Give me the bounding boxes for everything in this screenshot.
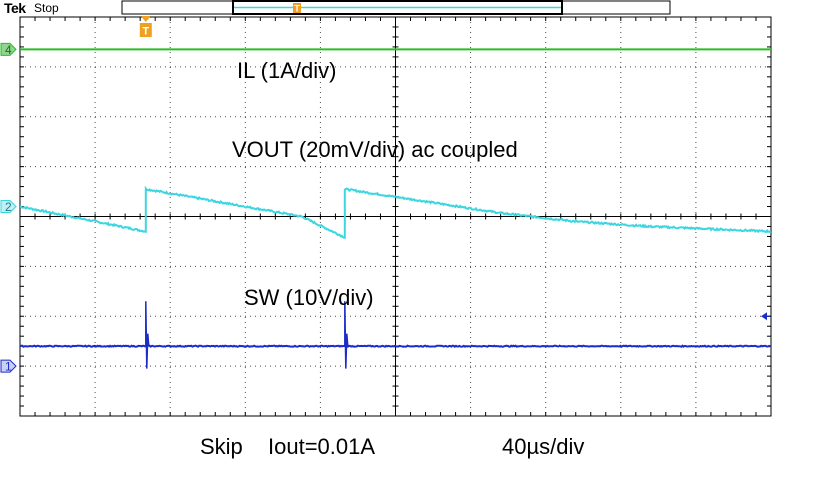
channel-4-marker-label: 4 bbox=[5, 43, 12, 57]
acquisition-status: Stop bbox=[34, 1, 59, 15]
record-trigger-label: T bbox=[294, 4, 300, 14]
channel-2-ground-marker bbox=[0, 200, 17, 214]
channel-2-marker-label: 2 bbox=[5, 200, 12, 214]
brand-logo: Tek bbox=[4, 0, 26, 16]
vout-annotation: VOUT (20mV/div) ac coupled bbox=[232, 137, 518, 162]
trace-ch2-vout bbox=[19, 185, 772, 239]
waveform-traces bbox=[19, 48, 772, 369]
trigger-position-icon bbox=[139, 23, 152, 37]
sw-annotation: SW (10V/div) bbox=[244, 285, 374, 310]
trigger-position-arrow bbox=[140, 16, 151, 22]
sw-switching-spike bbox=[344, 301, 349, 369]
record-trigger-icon bbox=[293, 3, 301, 13]
channel-1-marker-label: 1 bbox=[5, 360, 12, 374]
channel-markers: 4 2 1 T T bbox=[0, 3, 770, 374]
sw-switching-spike bbox=[145, 301, 150, 369]
trigger-level-arrow bbox=[761, 312, 767, 321]
graticule bbox=[19, 16, 772, 417]
trace-ch1-sw bbox=[19, 344, 771, 348]
il-annotation: IL (1A/div) bbox=[237, 58, 337, 83]
channel-1-ground-marker bbox=[0, 359, 17, 373]
caption-mode: Skip bbox=[200, 434, 243, 459]
caption-iout: Iout=0.01A bbox=[268, 434, 376, 459]
channel-4-ground-marker bbox=[0, 42, 17, 56]
caption-timebase: 40µs/div bbox=[502, 434, 585, 459]
trigger-position-label: T bbox=[142, 26, 149, 38]
